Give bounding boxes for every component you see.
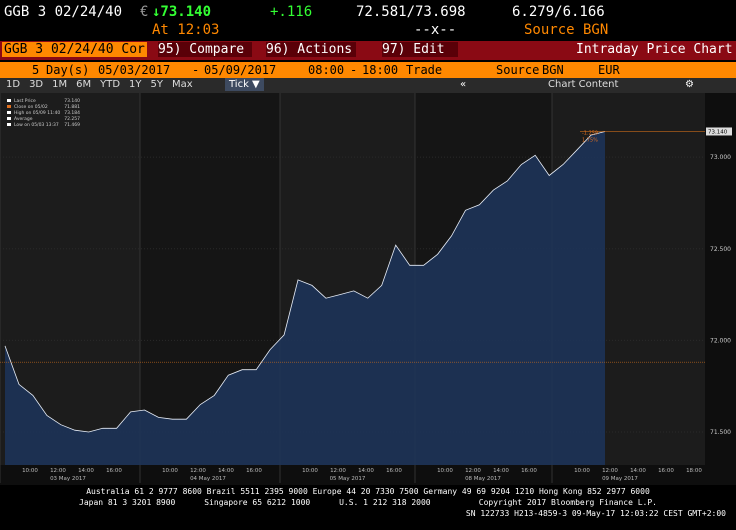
- x-tick-label: 16:00: [106, 468, 122, 474]
- x-tick-label: 12:00: [330, 468, 346, 474]
- range-buttons: 1D 3D 1M 6M YTD 1Y 5Y Max: [6, 79, 202, 90]
- collapse-icon[interactable]: «: [460, 79, 467, 90]
- x-tick-label: 16:00: [386, 468, 402, 474]
- x-tick-label: 14:00: [358, 468, 374, 474]
- start-date[interactable]: 05/03/2017: [98, 63, 171, 77]
- price-line: [4, 131, 606, 433]
- footer-line: SN 122733 H213-4859-3 09-May-17 12:03:22…: [465, 509, 726, 518]
- x-tick-label: 16:00: [246, 468, 262, 474]
- event[interactable]: Trade: [406, 63, 443, 77]
- x-tick-label: 10:00: [302, 468, 318, 474]
- legend-swatch: [7, 117, 11, 120]
- legend-name: High on 05/09 11:40: [14, 110, 60, 116]
- start-time[interactable]: 08:00: [308, 63, 345, 77]
- x-tick-label: 10:00: [162, 468, 178, 474]
- x-tick-label: 18:00: [686, 468, 702, 474]
- x-tick-label: 10:00: [574, 468, 590, 474]
- currency: €: [140, 4, 149, 20]
- range-button[interactable]: 1M: [52, 79, 68, 90]
- legend-value: 71.881: [64, 104, 80, 110]
- x-tick-label: 16:00: [658, 468, 674, 474]
- price: ↓73.140: [152, 4, 212, 20]
- x-tick-label: 14:00: [493, 468, 509, 474]
- edit[interactable]: 97) Edit: [382, 42, 458, 57]
- currency-field[interactable]: EUR: [598, 63, 620, 77]
- x-date-label: 08 May 2017: [465, 476, 501, 482]
- time-sep: -: [350, 63, 358, 77]
- bid-ask: 72.581/73.698: [356, 4, 466, 20]
- footer-line: Australia 61 2 9777 8600 Brazil 5511 239…: [86, 487, 650, 496]
- x-tick-label: 12:00: [50, 468, 66, 474]
- field-bar: [0, 62, 736, 78]
- y-tick-label: 73.000: [710, 154, 731, 161]
- end-date[interactable]: 05/09/2017: [204, 63, 277, 77]
- x-tick-label: 10:00: [437, 468, 453, 474]
- footer-line: Japan 81 3 3201 8900 Singapore 65 6212 1…: [79, 498, 657, 507]
- x-tick-label: 12:00: [602, 468, 618, 474]
- range-button[interactable]: 5Y: [150, 79, 164, 90]
- source-label: Source: [496, 63, 540, 77]
- end-time[interactable]: 18:00: [362, 63, 399, 77]
- change-label: -1.259: [582, 130, 598, 136]
- x-tick-label: 10:00: [22, 468, 38, 474]
- range-button[interactable]: 3D: [29, 79, 44, 90]
- security: GGB 3 02/24/40: [4, 4, 123, 20]
- price-area: [5, 131, 605, 465]
- days[interactable]: 5: [32, 63, 40, 77]
- source: Source BGN: [524, 22, 609, 38]
- compare[interactable]: 95) Compare: [158, 42, 252, 57]
- x-tick-label: 14:00: [630, 468, 646, 474]
- change-label: 1.75%: [582, 137, 598, 143]
- x-tick-label: 16:00: [521, 468, 537, 474]
- range-button[interactable]: 1D: [6, 79, 21, 90]
- range-button[interactable]: YTD: [100, 79, 121, 90]
- tick-select[interactable]: Tick ▼: [225, 78, 264, 91]
- menu-title: Intraday Price Chart: [576, 42, 733, 57]
- range-button[interactable]: Max: [172, 79, 193, 90]
- x-tick-label: 14:00: [218, 468, 234, 474]
- chart-content[interactable]: Chart Content: [548, 79, 619, 90]
- legend-name: Average: [14, 116, 33, 122]
- x-date-label: 05 May 2017: [330, 476, 366, 482]
- y-tick-label: 72.500: [710, 246, 731, 253]
- legend-swatch: [7, 123, 11, 126]
- days-unit: Day(s): [46, 63, 90, 77]
- x-date-label: 03 May 2017: [50, 476, 86, 482]
- legend-name: Last Price: [14, 98, 36, 104]
- settings-icon[interactable]: ⚙: [685, 79, 694, 90]
- x-date-label: 09 May 2017: [602, 476, 638, 482]
- legend-value: 71.469: [64, 122, 80, 128]
- actions[interactable]: 96) Actions: [266, 42, 356, 57]
- x-tick-label: 14:00: [78, 468, 94, 474]
- range-button[interactable]: 1Y: [129, 79, 142, 90]
- x-tick-label: 12:00: [465, 468, 481, 474]
- x-tick-label: 12:00: [190, 468, 206, 474]
- time: At 12:03: [152, 22, 220, 38]
- yields: 6.279/6.166: [512, 4, 605, 20]
- spread: --x--: [414, 22, 457, 38]
- legend-name: Close on 05/02: [14, 104, 48, 110]
- legend-value: 73.184: [64, 110, 80, 116]
- legend-swatch: [7, 99, 11, 102]
- legend-swatch: [7, 105, 11, 108]
- legend-value: 73.140: [64, 98, 80, 104]
- range-button[interactable]: 6M: [76, 79, 92, 90]
- x-date-label: 04 May 2017: [190, 476, 226, 482]
- last-label-box: [706, 127, 732, 136]
- y-tick-label: 71.500: [710, 429, 731, 436]
- toolbar: [0, 78, 736, 93]
- legend-value: 72.257: [64, 116, 80, 122]
- legend-swatch: [7, 111, 11, 114]
- last-label: 73.140: [708, 129, 728, 135]
- menu-security[interactable]: GGB 3 02/24/40 Cor: [2, 42, 147, 57]
- legend-name: Low on 05/03 13:37: [14, 122, 59, 128]
- y-tick-label: 72.000: [710, 337, 731, 344]
- date-sep: -: [192, 63, 200, 77]
- change: +.116: [270, 4, 313, 20]
- source-value[interactable]: BGN: [542, 63, 564, 77]
